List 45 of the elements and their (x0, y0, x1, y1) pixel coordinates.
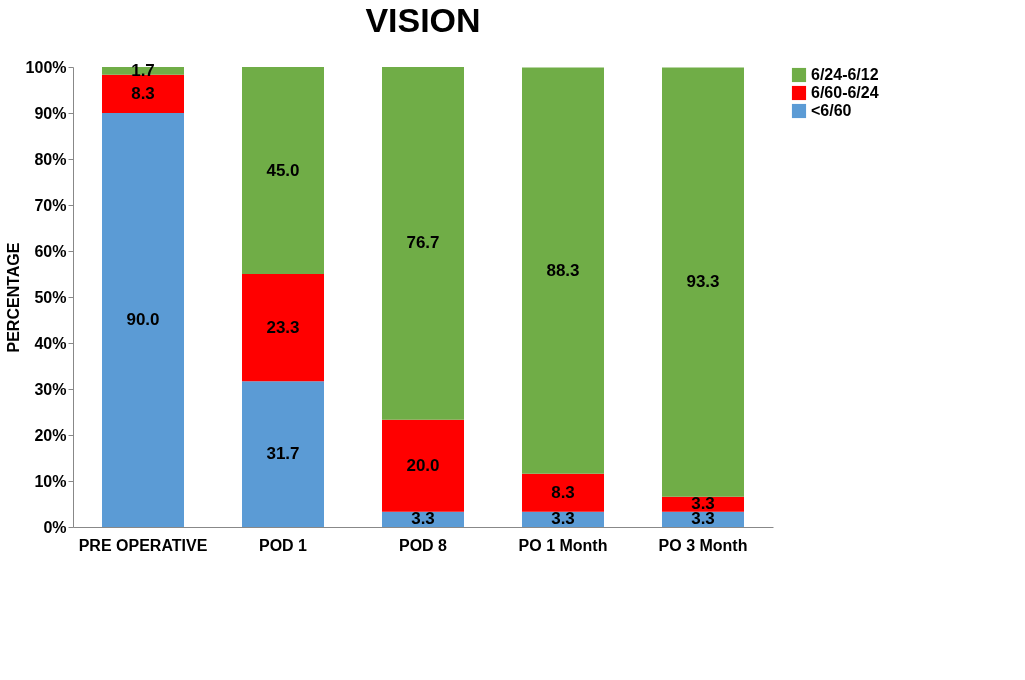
bar (242, 67, 324, 274)
bar (382, 67, 464, 420)
y-tick-label: 10% (34, 472, 67, 490)
y-tick-label: 60% (34, 242, 67, 260)
bar (522, 473, 604, 512)
data-label: 8.3 (551, 482, 575, 502)
legend-label: <6/60 (811, 102, 852, 119)
data-label: 90.0 (126, 310, 160, 329)
legend-label: 6/60-6/24 (811, 84, 879, 101)
data-label: 93.3 (686, 272, 720, 292)
data-label: 76.7 (406, 233, 440, 253)
data-label: 20.0 (406, 455, 440, 475)
bar (522, 67, 604, 474)
y-tick-label: 50% (34, 288, 67, 306)
data-label: 3.3 (551, 509, 575, 529)
data-label: 31.7 (266, 444, 300, 464)
y-tick-label: 40% (34, 334, 67, 352)
y-axis-title: PERCENTAGE (4, 242, 22, 353)
bar (242, 381, 324, 527)
x-tick-label: PO 1 Month (518, 536, 608, 554)
data-label: 88.3 (546, 260, 580, 280)
legend-label: 6/24-6/12 (811, 66, 879, 83)
y-tick-label: 0% (43, 518, 67, 536)
y-tick-label: 20% (34, 426, 67, 444)
bar (102, 113, 184, 527)
y-tick-label: 70% (34, 196, 67, 214)
chart-title: VISION (365, 1, 481, 39)
y-tick-label: 80% (34, 150, 67, 168)
x-tick-label: PRE OPERATIVE (78, 536, 208, 554)
bar (662, 67, 744, 497)
x-tick-label: POD 1 (258, 536, 308, 554)
bar (382, 419, 464, 512)
bar (242, 274, 324, 382)
bar (102, 74, 184, 113)
y-tick-label: 90% (34, 104, 67, 122)
data-label: 8.3 (131, 83, 155, 103)
x-tick-label: POD 8 (398, 536, 448, 554)
data-label: 23.3 (266, 317, 300, 337)
data-label: 3.3 (411, 509, 435, 529)
y-tick-label: 100% (25, 58, 67, 76)
data-label: 1.7 (131, 60, 155, 80)
x-tick-label: PO 3 Month (658, 536, 748, 554)
data-label: 3.3 (691, 509, 715, 529)
data-label: 45.0 (266, 160, 300, 180)
y-tick-label: 30% (34, 380, 67, 398)
